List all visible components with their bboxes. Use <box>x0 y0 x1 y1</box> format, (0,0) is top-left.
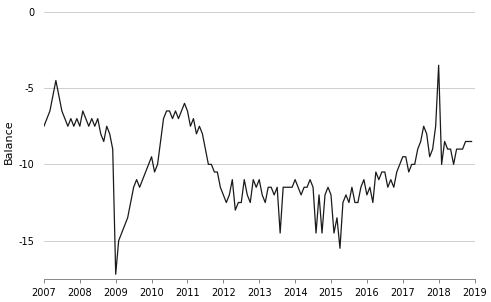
Y-axis label: Balance: Balance <box>4 119 14 164</box>
